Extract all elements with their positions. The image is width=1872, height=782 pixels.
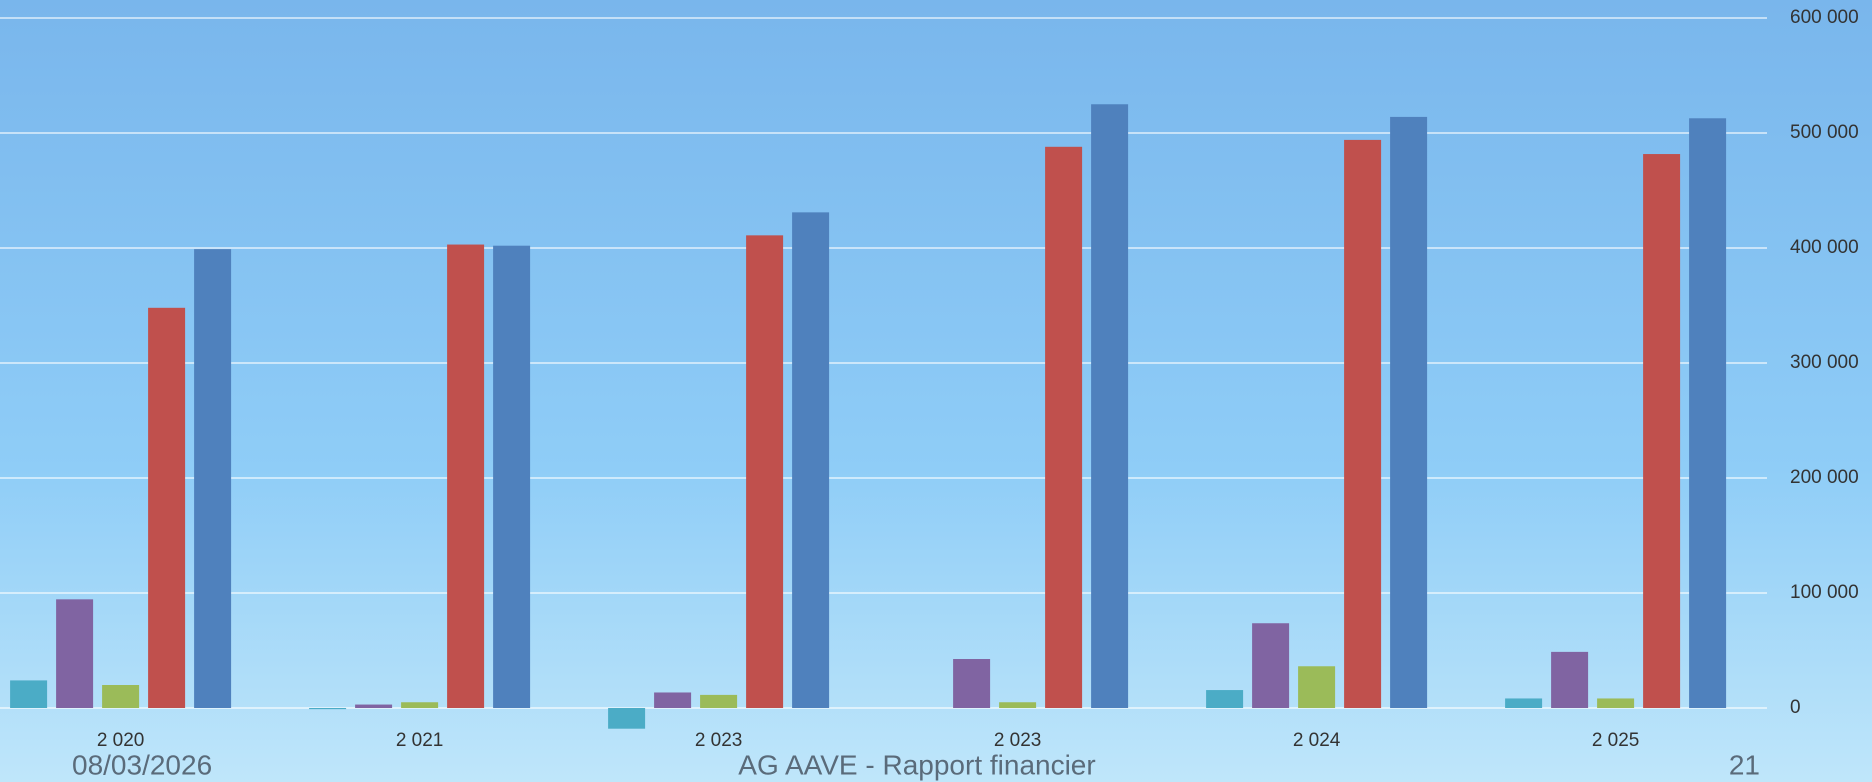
y-tick-label: 200 000 (1790, 467, 1859, 488)
bar (102, 685, 140, 708)
bar (1252, 623, 1290, 708)
bar (746, 235, 784, 708)
bar (792, 212, 830, 708)
bar (10, 680, 48, 708)
bar (447, 244, 485, 709)
bar (1091, 104, 1129, 708)
bar (1597, 698, 1635, 708)
chart: 0 100 000 200 000 300 000 400 000 500 000 600 … (0, 7, 1859, 751)
y-tick-label: 500 000 (1790, 122, 1859, 143)
y-tick-label: 300 000 (1790, 352, 1859, 373)
x-tick-label: 2 023 (695, 730, 743, 751)
bar (654, 692, 692, 708)
bar (608, 708, 646, 729)
page-number: 21 (1729, 749, 1760, 780)
bar (1505, 698, 1543, 708)
x-tick-label: 2 021 (396, 730, 444, 751)
bar (700, 694, 738, 708)
bar (56, 599, 94, 708)
footer-title: AG AAVE - Rapport financier (738, 749, 1095, 780)
x-tick-label: 2 025 (1592, 730, 1640, 751)
bar (401, 702, 439, 708)
bar (1390, 116, 1428, 708)
bar (1045, 146, 1083, 709)
bar (309, 708, 347, 710)
bar (1643, 154, 1681, 709)
bar (953, 659, 991, 708)
x-tick-label: 2 020 (97, 730, 145, 751)
bar (148, 307, 186, 708)
bar (999, 702, 1037, 708)
y-tick-label: 400 000 (1790, 237, 1859, 258)
y-tick-label: 0 (1790, 697, 1801, 718)
bar (194, 249, 232, 708)
bar (355, 704, 393, 708)
x-tick-label: 2 024 (1293, 730, 1341, 751)
y-tick-label: 600 000 (1790, 7, 1859, 28)
y-tick-label: 100 000 (1790, 582, 1859, 603)
bar (1298, 666, 1336, 708)
x-tick-label: 2 023 (994, 730, 1042, 751)
bar (1551, 651, 1589, 708)
bar (1689, 118, 1727, 708)
footer-date: 08/03/2026 (72, 749, 212, 780)
bar (493, 245, 531, 708)
bar (1206, 690, 1244, 708)
bar (1344, 139, 1382, 708)
